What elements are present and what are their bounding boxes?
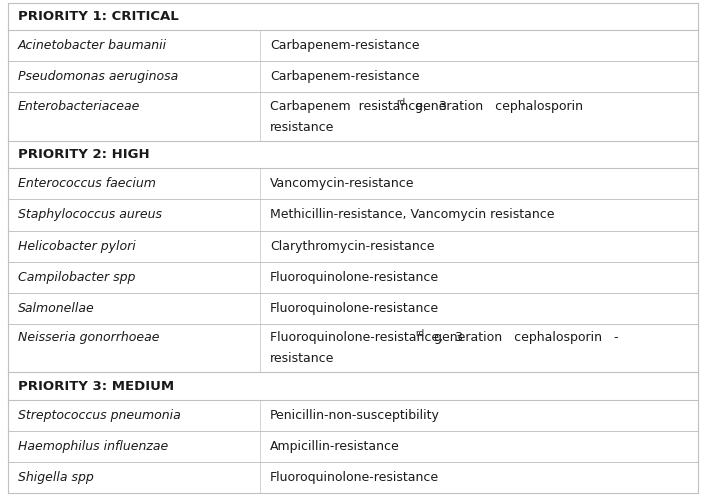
Text: rd: rd — [415, 329, 424, 338]
Text: Campilobacter spp: Campilobacter spp — [18, 271, 136, 284]
Bar — [8, 141, 698, 168]
Text: Haemophilus influenzae: Haemophilus influenzae — [18, 440, 168, 453]
Text: Penicillin-non-susceptibility: Penicillin-non-susceptibility — [270, 409, 440, 422]
Text: Enterobacteriaceae: Enterobacteriaceae — [18, 100, 140, 113]
Text: Carbapenem-resistance: Carbapenem-resistance — [270, 70, 419, 83]
Text: Fluoroquinolone-resistance,   3: Fluoroquinolone-resistance, 3 — [270, 331, 463, 344]
Text: resistance: resistance — [270, 121, 334, 134]
Text: Methicillin-resistance, Vancomycin resistance: Methicillin-resistance, Vancomycin resis… — [270, 208, 554, 221]
Text: rd: rd — [396, 98, 405, 107]
Text: resistance: resistance — [270, 352, 334, 366]
Text: Ampicillin-resistance: Ampicillin-resistance — [270, 440, 400, 453]
Text: generation   cephalosporin: generation cephalosporin — [403, 100, 583, 113]
Bar — [8, 3, 698, 30]
Text: generation   cephalosporin   -: generation cephalosporin - — [421, 331, 618, 344]
Text: Fluoroquinolone-resistance: Fluoroquinolone-resistance — [270, 302, 439, 315]
Text: Fluoroquinolone-resistance: Fluoroquinolone-resistance — [270, 271, 439, 284]
Text: Carbapenem-resistance: Carbapenem-resistance — [270, 39, 419, 52]
Text: Enterococcus faecium: Enterococcus faecium — [18, 178, 156, 190]
Text: Clarythromycin-resistance: Clarythromycin-resistance — [270, 240, 434, 252]
Text: Vancomycin-resistance: Vancomycin-resistance — [270, 178, 414, 190]
Text: Salmonellae: Salmonellae — [18, 302, 95, 315]
Text: Staphylococcus aureus: Staphylococcus aureus — [18, 208, 162, 221]
Text: PRIORITY 3: MEDIUM: PRIORITY 3: MEDIUM — [18, 379, 174, 392]
Bar — [8, 372, 698, 400]
Text: Shigella spp: Shigella spp — [18, 471, 94, 484]
Text: Carbapenem  resistance,   3: Carbapenem resistance, 3 — [270, 100, 447, 113]
Text: Neisseria gonorrhoeae: Neisseria gonorrhoeae — [18, 331, 160, 344]
Text: PRIORITY 1: CRITICAL: PRIORITY 1: CRITICAL — [18, 10, 179, 23]
Text: Fluoroquinolone-resistance: Fluoroquinolone-resistance — [270, 471, 439, 484]
Text: Pseudomonas aeruginosa: Pseudomonas aeruginosa — [18, 70, 178, 83]
Text: Acinetobacter baumanii: Acinetobacter baumanii — [18, 39, 167, 52]
Text: Streptococcus pneumonia: Streptococcus pneumonia — [18, 409, 181, 422]
Text: Helicobacter pylori: Helicobacter pylori — [18, 240, 136, 252]
Text: PRIORITY 2: HIGH: PRIORITY 2: HIGH — [18, 148, 150, 161]
